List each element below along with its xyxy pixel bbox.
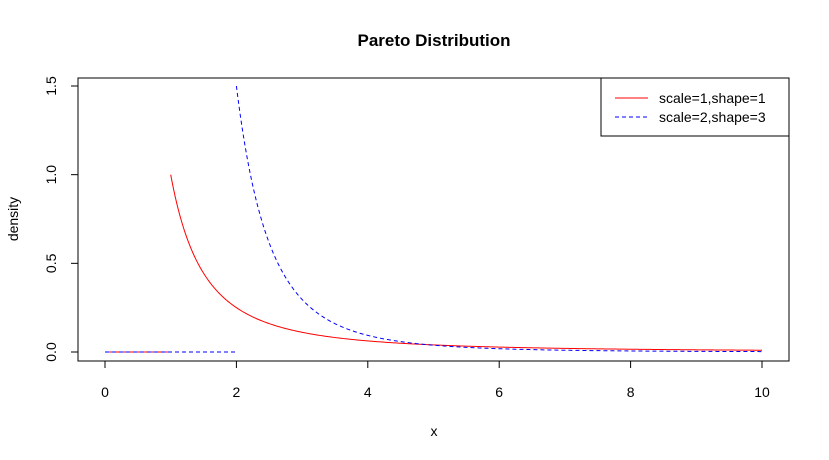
legend: scale=1,shape=1 scale=2,shape=3: [600, 77, 790, 137]
chart-title: Pareto Distribution: [357, 31, 510, 50]
x-axis: 0 2 4 6 8 10: [101, 360, 770, 400]
legend-box: [600, 77, 790, 137]
legend-label: scale=1,shape=1: [659, 90, 766, 106]
legend-label: scale=2,shape=3: [659, 109, 766, 125]
series-line-2-tail: [235, 85, 762, 353]
x-tick-label: 4: [364, 384, 372, 400]
y-tick-label: 0.5: [43, 253, 59, 273]
x-tick-label: 10: [754, 384, 770, 400]
y-tick-label: 1.5: [43, 76, 59, 96]
x-tick-label: 6: [495, 384, 503, 400]
x-tick-label: 8: [627, 384, 635, 400]
y-axis-label: density: [5, 197, 21, 241]
y-tick-label: 0.0: [43, 342, 59, 362]
series-line-1-tail: [170, 174, 763, 351]
x-tick-label: 0: [101, 384, 109, 400]
x-axis-label: x: [431, 423, 438, 439]
y-axis: 0.0 0.5 1.0 1.5: [43, 76, 79, 362]
y-tick-label: 1.0: [43, 165, 59, 185]
x-tick-label: 2: [233, 384, 241, 400]
series-layer: [105, 85, 763, 353]
